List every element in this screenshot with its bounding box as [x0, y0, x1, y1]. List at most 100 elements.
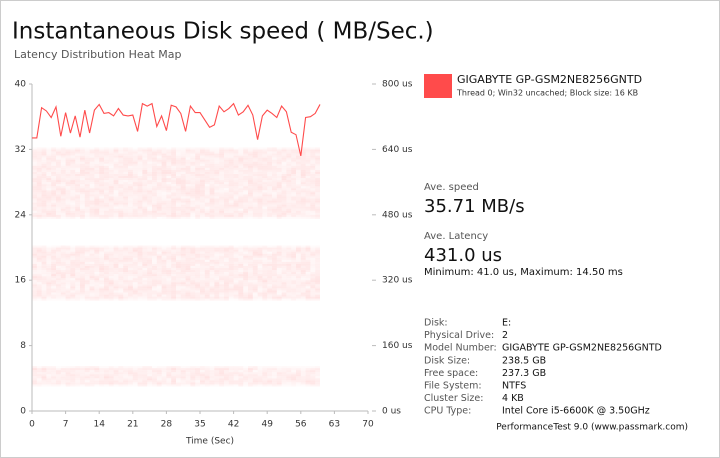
- heatmap-cell: [113, 249, 119, 254]
- heatmap-cell: [176, 261, 181, 266]
- heatmap-cell: [147, 294, 152, 299]
- heatmap-cell: [272, 212, 277, 217]
- heatmap-cell: [224, 294, 229, 299]
- heatmap-cell: [262, 202, 268, 207]
- heatmap-cell: [166, 153, 172, 158]
- heatmap-cell: [204, 174, 210, 179]
- heatmap-cell: [281, 186, 287, 191]
- heatmap-cell: [176, 178, 181, 183]
- heatmap-cell: [147, 171, 152, 176]
- heatmap-cell: [104, 268, 109, 273]
- heatmap-cell: [46, 282, 52, 287]
- heatmap-cell: [248, 368, 253, 373]
- heatmap-cell: [219, 274, 224, 279]
- heatmap-cell: [224, 292, 229, 297]
- heatmap-cell: [128, 284, 133, 289]
- y2-tick-label: 0 us: [382, 407, 401, 417]
- heatmap-cell: [228, 161, 234, 166]
- heatmap-cell: [99, 376, 104, 381]
- heatmap-cell: [209, 208, 215, 213]
- heatmap-cell: [305, 182, 311, 187]
- heatmap-cell: [70, 196, 76, 201]
- heatmap-cell: [262, 171, 268, 176]
- heatmap-cell: [118, 246, 123, 250]
- heatmap-cell: [128, 270, 133, 275]
- heatmap-cell: [233, 261, 239, 266]
- heatmap-cell: [281, 208, 287, 213]
- heatmap-cell: [65, 376, 71, 381]
- heatmap-cell: [99, 167, 104, 172]
- heatmap-cell: [32, 253, 37, 258]
- heatmap-cell: [51, 261, 56, 266]
- heatmap-cell: [296, 149, 301, 154]
- heatmap-cell: [190, 380, 196, 385]
- heatmap-cell: [123, 382, 128, 387]
- heatmap-cell: [123, 268, 128, 273]
- heatmap-cell: [70, 268, 76, 273]
- heatmap-cell: [65, 180, 71, 185]
- heatmap-cell: [300, 378, 306, 383]
- heatmap-cell: [118, 192, 124, 197]
- heatmap-cell: [214, 163, 220, 168]
- heatmap-cell: [171, 368, 176, 373]
- heatmap-cell: [128, 210, 133, 215]
- heatmap-cell: [267, 212, 272, 217]
- heatmap-cell: [176, 246, 181, 250]
- heatmap-cell: [104, 210, 109, 215]
- heatmap-cell: [243, 147, 248, 152]
- heatmap-cell: [128, 380, 133, 385]
- heatmap-cell: [200, 186, 205, 191]
- heatmap-cell: [65, 212, 71, 217]
- heatmap-cell: [190, 171, 196, 176]
- heatmap-cell: [204, 290, 210, 295]
- heatmap-cell: [305, 149, 311, 154]
- heatmap-cell: [305, 245, 311, 250]
- heatmap-cell: [204, 194, 210, 199]
- heatmap-cell: [257, 188, 263, 193]
- heatmap-cell: [118, 268, 124, 273]
- heatmap-cell: [89, 263, 95, 268]
- heatmap-cell: [243, 149, 248, 154]
- heatmap-cell: [296, 265, 301, 270]
- heatmap-cell: [291, 372, 296, 377]
- heatmap-cell: [108, 159, 114, 164]
- heatmap-cell: [243, 161, 248, 166]
- heatmap-cell: [75, 374, 80, 379]
- heatmap-cell: [185, 159, 191, 164]
- heatmap-cell: [272, 284, 277, 289]
- heatmap-cell: [161, 290, 167, 295]
- heatmap-cell: [84, 208, 90, 213]
- heatmap-cell: [276, 214, 282, 219]
- heatmap-cell: [300, 272, 306, 277]
- heatmap-cell: [204, 370, 210, 375]
- heatmap-cell: [272, 382, 277, 387]
- heatmap-cell: [113, 251, 119, 256]
- heatmap-cell: [233, 284, 239, 289]
- heatmap-cell: [80, 284, 85, 289]
- heatmap-cell: [32, 184, 37, 189]
- heatmap-cell: [132, 374, 138, 379]
- heatmap-cell: [238, 155, 244, 160]
- heatmap-cell: [267, 286, 272, 291]
- heatmap-cell: [286, 196, 292, 201]
- heatmap-cell: [65, 157, 71, 162]
- heatmap-cell: [296, 155, 301, 160]
- heatmap-cell: [238, 265, 244, 270]
- heatmap-cell: [214, 270, 220, 275]
- heatmap-cell: [166, 212, 172, 217]
- heatmap-cell: [272, 251, 277, 256]
- heatmap-cell: [99, 288, 104, 293]
- heatmap-cell: [252, 366, 258, 371]
- heatmap-cell: [257, 276, 263, 281]
- heatmap-cell: [305, 147, 311, 152]
- heatmap-cell: [291, 376, 296, 381]
- heatmap-cell: [210, 147, 215, 151]
- heatmap-cell: [147, 202, 152, 207]
- heatmap-cell: [70, 251, 76, 256]
- heatmap-cell: [65, 380, 71, 385]
- heatmap-cell: [171, 200, 176, 205]
- heatmap-cell: [108, 290, 114, 295]
- heatmap-cell: [190, 280, 196, 285]
- heatmap-cell: [60, 196, 66, 201]
- heatmap-cell: [209, 263, 215, 268]
